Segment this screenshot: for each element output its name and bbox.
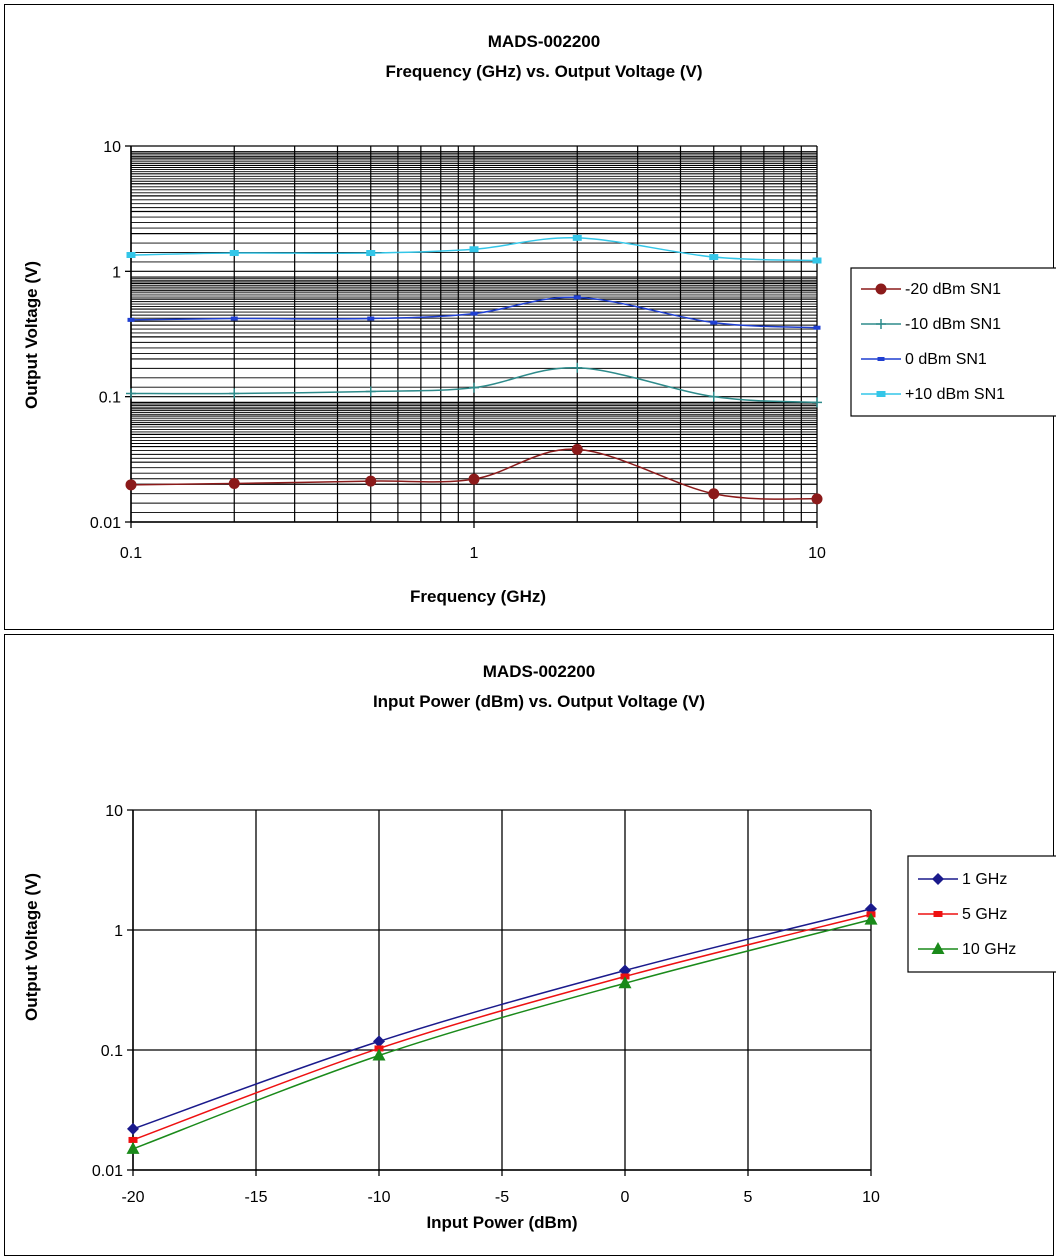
x-tick-label: 10 bbox=[862, 1189, 880, 1206]
x-tick-label: 5 bbox=[744, 1189, 753, 1206]
x-tick-label: -15 bbox=[244, 1189, 267, 1206]
data-point bbox=[468, 473, 480, 485]
data-point bbox=[813, 325, 821, 330]
legend: -20 dBm SN1 -10 dBm SN1 0 dBm SN1 +10 dBm S… bbox=[850, 267, 1056, 417]
data-point bbox=[932, 873, 944, 885]
legend-label: 1 GHz bbox=[962, 871, 1007, 888]
legend-label: 0 dBm SN1 bbox=[905, 351, 987, 368]
data-point bbox=[126, 251, 136, 258]
series-lines bbox=[125, 234, 823, 505]
legend: 1 GHz 5 GHz 10 GHz bbox=[907, 855, 1056, 973]
y-axis-title: Output Voltage (V) bbox=[22, 873, 41, 1021]
x-tick-label: -20 bbox=[121, 1189, 144, 1206]
data-point bbox=[875, 283, 887, 295]
tick-labels: -20 -15 -10 -5 0 5 10 0.01 0.1 1 10 bbox=[92, 803, 880, 1206]
x-tick-label: 0 bbox=[621, 1189, 630, 1206]
data-point bbox=[933, 911, 943, 917]
data-point bbox=[877, 357, 885, 361]
data-point bbox=[469, 246, 479, 253]
legend-label: +10 dBm SN1 bbox=[905, 386, 1005, 403]
data-point bbox=[571, 443, 583, 455]
x-axis-title: Input Power (dBm) bbox=[426, 1213, 577, 1232]
series-line bbox=[132, 908, 872, 1130]
series--20-dbm-sn1 bbox=[125, 443, 823, 505]
data-point bbox=[125, 479, 137, 491]
data-point bbox=[710, 320, 718, 325]
data-point bbox=[709, 254, 719, 261]
y-tick-label: 0.1 bbox=[99, 390, 121, 407]
x-tick-label: 10 bbox=[808, 545, 826, 562]
data-point bbox=[573, 295, 581, 300]
x-tick-label: -10 bbox=[367, 1189, 390, 1206]
data-point bbox=[230, 316, 238, 321]
x-tick-label: 0.1 bbox=[120, 545, 142, 562]
data-point bbox=[470, 311, 478, 316]
data-point bbox=[812, 257, 822, 264]
data-point bbox=[127, 1122, 139, 1135]
data-point bbox=[367, 316, 375, 321]
chart-subtitle: Frequency (GHz) vs. Output Voltage (V) bbox=[385, 62, 702, 81]
legend-label: 5 GHz bbox=[962, 906, 1007, 923]
y-axis-title: Output Voltage (V) bbox=[22, 261, 41, 409]
chart-panel-input-power: MADS-002200 Input Power (dBm) vs. Output… bbox=[4, 634, 1056, 1256]
series-line bbox=[132, 918, 872, 1150]
data-point bbox=[229, 250, 239, 257]
y-tick-label: 10 bbox=[103, 139, 121, 156]
x-axis-title: Frequency (GHz) bbox=[410, 587, 546, 606]
series-10-ghz bbox=[126, 912, 878, 1154]
y-tick-label: 10 bbox=[105, 803, 123, 820]
chart-panel-frequency: MADS-002200 Frequency (GHz) vs. Output V… bbox=[4, 4, 1056, 630]
data-point bbox=[127, 317, 135, 322]
series-lines bbox=[126, 902, 878, 1154]
data-point bbox=[128, 1136, 138, 1143]
y-tick-label: 1 bbox=[112, 264, 121, 281]
y-tick-label: 1 bbox=[114, 923, 123, 940]
data-point bbox=[366, 250, 376, 257]
data-point bbox=[618, 976, 632, 989]
chart-subtitle: Input Power (dBm) vs. Output Voltage (V) bbox=[373, 692, 705, 711]
series--10-dbm-sn1 bbox=[126, 362, 822, 408]
grid-lines bbox=[130, 145, 818, 523]
series--10-dbm-sn1 bbox=[126, 234, 822, 264]
legend-label: 10 GHz bbox=[962, 941, 1016, 958]
y-tick-label: 0.01 bbox=[90, 515, 121, 532]
data-point bbox=[228, 477, 240, 489]
x-tick-label: 1 bbox=[470, 545, 479, 562]
data-point bbox=[373, 1035, 385, 1048]
data-point bbox=[372, 1048, 386, 1061]
x-tick-label: -5 bbox=[495, 1189, 509, 1206]
data-point bbox=[365, 475, 377, 487]
tick-labels: 0.1 1 10 0.01 0.1 1 10 bbox=[90, 139, 826, 562]
data-point bbox=[374, 1045, 384, 1052]
data-point bbox=[811, 493, 823, 505]
data-point bbox=[864, 912, 878, 925]
data-point bbox=[572, 234, 582, 241]
y-tick-label: 0.1 bbox=[101, 1043, 123, 1060]
legend-label: -20 dBm SN1 bbox=[905, 281, 1001, 298]
data-point bbox=[708, 488, 720, 500]
legend-label: -10 dBm SN1 bbox=[905, 316, 1001, 333]
frequency-chart-svg: MADS-002200 Frequency (GHz) vs. Output V… bbox=[22, 32, 1056, 606]
data-point bbox=[126, 1141, 140, 1154]
series-0-dbm-sn1 bbox=[127, 295, 821, 330]
grid-lines bbox=[132, 809, 872, 1171]
chart-title: MADS-002200 bbox=[488, 32, 600, 51]
input-power-chart-svg: MADS-002200 Input Power (dBm) vs. Output… bbox=[22, 662, 1056, 1232]
data-point bbox=[931, 942, 945, 954]
data-point bbox=[876, 391, 886, 397]
chart-title: MADS-002200 bbox=[483, 662, 595, 681]
series-line bbox=[132, 913, 872, 1141]
y-tick-label: 0.01 bbox=[92, 1163, 123, 1180]
